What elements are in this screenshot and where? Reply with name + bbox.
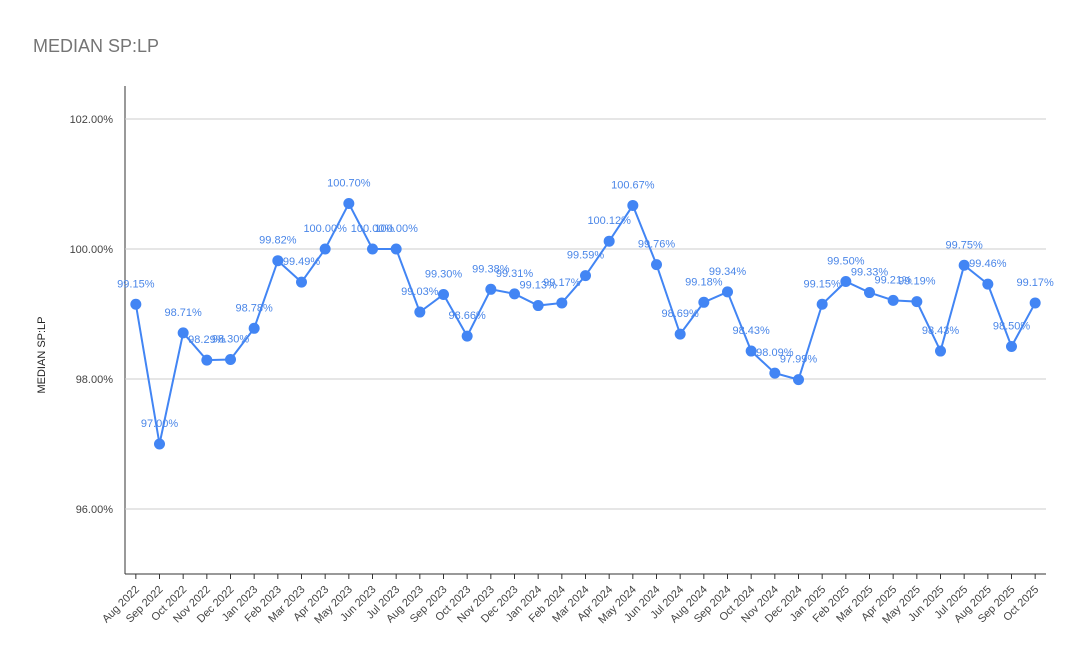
data-label: 99.13% [520,280,558,292]
data-point [177,327,189,339]
y-tick-label: 102.00% [70,114,114,126]
data-point [769,367,781,379]
data-point [793,374,804,386]
data-label: 98.30% [212,334,250,346]
data-point [225,354,236,365]
data-point [982,278,994,290]
y-tick-label: 100.00% [70,244,114,256]
data-label: 99.15% [117,278,155,290]
data-label: 100.12% [587,215,631,227]
data-point [580,270,591,282]
data-point [958,259,970,271]
data-point [532,300,544,312]
data-label: 98.78% [236,302,274,314]
data-point [745,345,757,357]
data-label: 98.09% [756,347,794,359]
data-label: 99.31% [496,268,534,280]
data-label: 99.21% [875,274,913,286]
data-label: 99.59% [567,250,605,262]
data-label: 100.00% [351,223,395,235]
data-point [935,345,946,357]
data-point [864,287,875,299]
data-label: 99.33% [851,267,889,279]
data-point [911,296,923,308]
data-label: 100.00% [374,223,418,235]
data-point [722,286,733,298]
data-point [887,294,899,306]
data-label: 99.17% [543,277,581,289]
data-point [840,276,852,287]
data-point [154,438,165,450]
data-point [509,288,520,300]
data-label: 100.67% [611,179,655,191]
data-label: 99.82% [259,235,297,247]
data-label: 99.18% [685,276,723,288]
data-label: 98.43% [733,325,771,337]
data-point [1029,297,1041,309]
data-label: 99.17% [1017,277,1055,289]
data-label: 99.19% [898,276,936,288]
data-label: 98.29% [188,334,226,346]
y-tick-label: 98.00% [76,374,114,386]
data-point [674,328,686,340]
y-tick-label: 96.00% [76,504,114,516]
y-axis-title: MEDIAN SP:LP [36,316,48,393]
data-label: 97.99% [780,354,818,366]
data-point [367,243,378,255]
data-label: 100.00% [303,223,347,235]
data-point [556,297,568,309]
data-label: 97.00% [141,418,179,430]
data-point [201,354,213,366]
data-label: 98.50% [993,321,1031,333]
data-label: 99.50% [827,256,865,268]
data-point [319,243,331,255]
data-label: 99.38% [472,263,510,275]
data-label: 99.03% [401,286,439,298]
data-label: 98.66% [449,310,487,322]
data-label: 99.34% [709,266,747,278]
data-point [698,296,710,308]
data-label: 99.46% [969,258,1007,270]
data-point [461,330,473,342]
data-point [130,298,142,310]
data-label: 99.76% [638,239,676,251]
data-label: 99.30% [425,269,463,281]
data-label: 98.43% [922,325,960,337]
data-point [296,276,307,288]
chart-title: MEDIAN SP:LP [33,36,159,56]
data-label: 99.75% [946,239,984,251]
data-point [1006,341,1017,352]
data-point [627,199,639,211]
data-point [390,243,402,255]
data-point [414,306,426,318]
data-label: 98.71% [165,307,203,319]
data-point [816,298,828,310]
data-label: 99.15% [804,278,842,290]
data-label: 99.49% [283,256,321,268]
data-point [248,322,260,334]
data-point [343,198,355,209]
data-point [438,289,449,300]
data-point [485,283,497,295]
data-point [272,255,284,267]
data-label: 98.69% [662,308,700,320]
data-point [603,235,615,247]
data-point [651,259,662,271]
data-label: 100.70% [327,178,371,190]
